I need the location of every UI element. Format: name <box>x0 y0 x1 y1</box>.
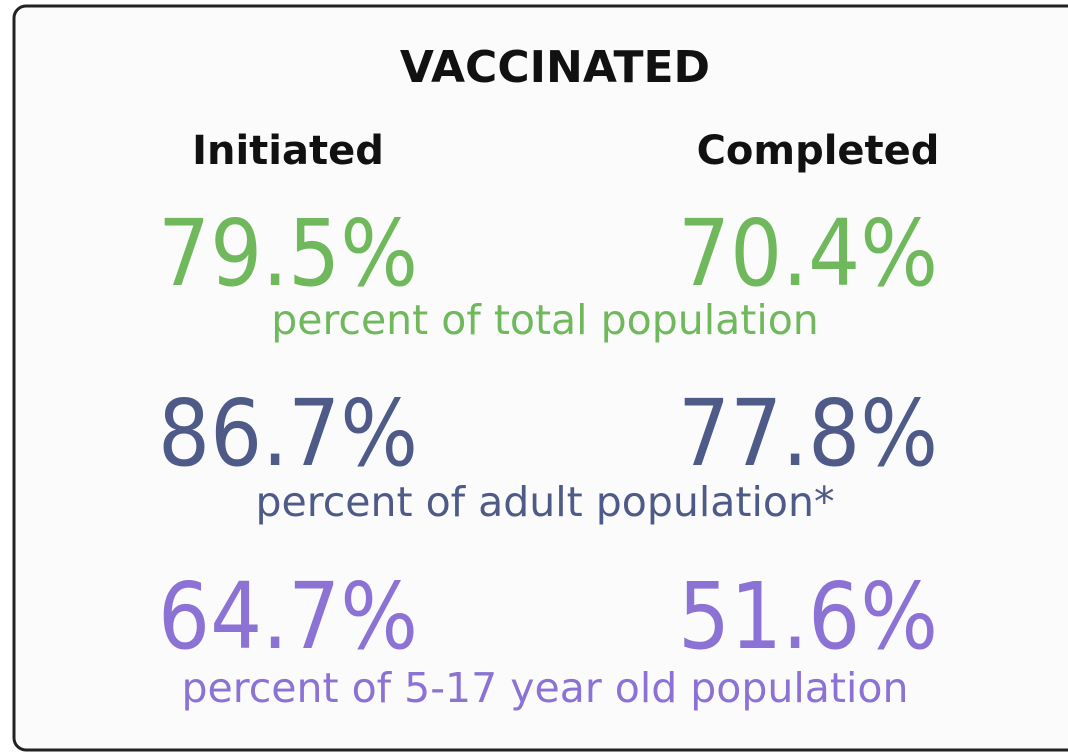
row-label: percent of total population <box>271 296 819 344</box>
initiated-value: 86.7% <box>158 380 418 487</box>
row-label: percent of adult population* <box>256 478 835 526</box>
card-frame <box>12 4 1068 752</box>
column-header: Initiated <box>192 128 384 174</box>
completed-value: 77.8% <box>678 380 938 487</box>
initiated-value: 79.5% <box>158 200 418 307</box>
initiated-value: 64.7% <box>158 563 418 670</box>
completed-value: 70.4% <box>678 200 938 307</box>
card-title: VACCINATED <box>400 42 710 93</box>
row-label: percent of 5-17 year old population <box>182 664 909 712</box>
completed-value: 51.6% <box>678 563 938 670</box>
column-header: Completed <box>697 128 940 174</box>
